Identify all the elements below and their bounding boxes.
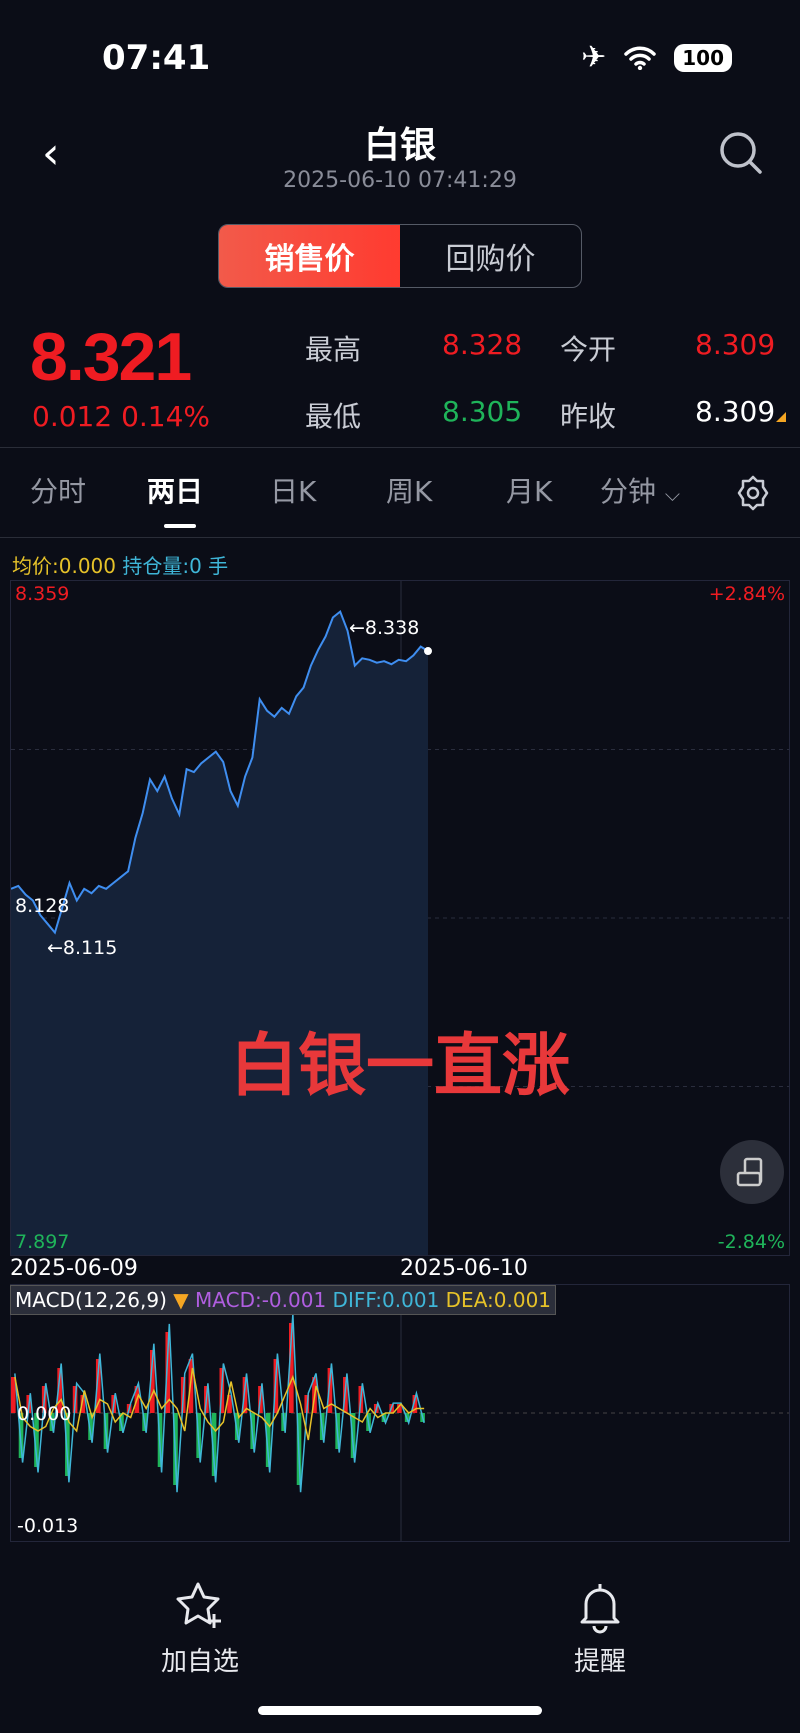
- divider: [0, 447, 800, 448]
- wifi-icon: [624, 46, 656, 70]
- macd-zero-label: 0.000: [17, 1403, 72, 1425]
- add-watchlist-button[interactable]: 加自选: [130, 1578, 270, 1678]
- back-chevron-icon[interactable]: ‹: [42, 128, 60, 179]
- macd-bar: [80, 1395, 86, 1413]
- macd-bar: [397, 1404, 402, 1413]
- corner-triangle-icon: [776, 412, 786, 422]
- price-chart-svg: [11, 581, 789, 1255]
- alert-label: 提醒: [573, 1647, 626, 1677]
- macd-bar: [18, 1413, 24, 1458]
- high-label: 最高: [305, 333, 362, 366]
- diff-line: [14, 1313, 425, 1493]
- y-max-label: 8.359: [15, 583, 70, 605]
- macd-value: MACD:-0.001: [195, 1288, 327, 1312]
- macd-bar: [227, 1395, 232, 1413]
- star-plus-icon: [176, 1582, 221, 1628]
- page-title: 白银: [363, 125, 436, 166]
- pct-min-label: -2.84%: [717, 1231, 785, 1253]
- low-annotation: ←8.115: [47, 937, 118, 959]
- start-annotation: 8.128: [15, 895, 70, 917]
- chart-info-line: 均价:0.000 持仓量:0 手: [12, 550, 228, 579]
- tab-two-day[interactable]: 两日: [147, 475, 204, 508]
- open-label: 今开: [560, 333, 617, 366]
- update-timestamp: 2025-06-10 07:41:29: [283, 168, 517, 193]
- macd-bar: [95, 1359, 101, 1413]
- status-time: 07:41: [102, 38, 211, 78]
- macd-bar: [265, 1413, 271, 1467]
- macd-bar: [211, 1413, 217, 1476]
- x-label-day1: 2025-06-09: [10, 1256, 138, 1281]
- gear-icon[interactable]: [734, 474, 772, 512]
- macd-chart[interactable]: 0.000 -0.013: [10, 1284, 790, 1542]
- macd-bar: [289, 1323, 294, 1413]
- price-chart[interactable]: 8.359 +2.84% 7.897 -2.84% ←8.338 ←8.115 …: [10, 580, 790, 1256]
- macd-title: MACD(12,26,9): [15, 1288, 167, 1312]
- low-value: 8.305: [442, 395, 523, 428]
- status-icons: ✈ 100: [581, 40, 732, 75]
- dea-line: [14, 1367, 425, 1441]
- macd-bar: [234, 1413, 240, 1440]
- chart-period-tabs: 分时 两日 日K 周K 月K 分钟 ⌵: [0, 470, 800, 520]
- tab-weekly-k[interactable]: 周K: [386, 475, 433, 508]
- prev-close-value: 8.309: [695, 395, 776, 428]
- alert-button[interactable]: 提醒: [530, 1578, 670, 1678]
- dea-value: DEA:0.001: [445, 1288, 552, 1312]
- high-value: 8.328: [442, 328, 523, 361]
- macd-legend[interactable]: MACD(12,26,9) ▼ MACD:-0.001 DIFF:0.001 D…: [10, 1285, 557, 1315]
- tab-minute-label: 分钟: [600, 475, 657, 508]
- price-area: [11, 611, 428, 1255]
- macd-bar: [65, 1413, 70, 1476]
- overlay-caption: 白银一直涨: [229, 1027, 570, 1106]
- open-value: 8.309: [695, 328, 776, 361]
- x-label-day2: 2025-06-10: [400, 1256, 528, 1281]
- tab-daily-k[interactable]: 日K: [270, 475, 317, 508]
- tab-intraday[interactable]: 分时: [30, 475, 87, 508]
- airplane-icon: ✈: [581, 40, 607, 75]
- sell-price-tab[interactable]: 销售价: [219, 225, 400, 287]
- macd-bar: [412, 1395, 418, 1413]
- buyback-price-tab[interactable]: 回购价: [445, 242, 536, 277]
- search-icon[interactable]: [718, 130, 764, 176]
- divider: [0, 537, 800, 538]
- macd-bar: [242, 1377, 248, 1413]
- tab-minute[interactable]: 分钟 ⌵: [600, 470, 680, 510]
- chevron-down-icon: ⌵: [664, 482, 681, 506]
- prev-close-label: 昨收: [560, 400, 617, 433]
- high-annotation: ←8.338: [349, 617, 420, 639]
- dropdown-triangle-icon: ▼: [173, 1288, 189, 1312]
- y-min-label: 7.897: [15, 1231, 70, 1253]
- open-interest: 持仓量:0 手: [122, 554, 229, 578]
- low-label: 最低: [305, 400, 362, 433]
- price-line: [11, 609, 429, 935]
- macd-chart-svg: [11, 1285, 789, 1541]
- macd-bar: [11, 1377, 16, 1413]
- macd-bar: [150, 1350, 155, 1413]
- change-value: 0.012: [32, 400, 113, 433]
- price-type-toggle: 销售价 回购价: [218, 224, 582, 288]
- avg-price: 均价:0.000: [12, 554, 116, 578]
- macd-bar: [57, 1368, 62, 1413]
- battery-icon: 100: [674, 43, 732, 72]
- change-percent: 0.14%: [121, 400, 211, 433]
- diff-value: DIFF:0.001: [332, 1288, 440, 1312]
- home-indicator: [258, 1706, 542, 1715]
- macd-min-label: -0.013: [17, 1515, 79, 1537]
- rotate-screen-icon: [736, 1157, 763, 1187]
- macd-bar: [327, 1368, 333, 1413]
- macd-bar: [34, 1413, 39, 1467]
- active-tab-indicator: [164, 524, 196, 528]
- bell-icon: [580, 1584, 620, 1634]
- last-price-dot: [424, 647, 432, 656]
- current-price: 8.321: [30, 319, 192, 395]
- macd-bar: [350, 1413, 356, 1458]
- price-change: 0.012 0.14%: [32, 400, 210, 433]
- add-watchlist-label: 加自选: [160, 1647, 239, 1677]
- tab-monthly-k[interactable]: 月K: [506, 475, 553, 508]
- macd-bar: [165, 1332, 171, 1413]
- pct-max-label: +2.84%: [708, 583, 785, 605]
- rotate-screen-button[interactable]: [720, 1140, 784, 1204]
- macd-bar: [88, 1413, 93, 1440]
